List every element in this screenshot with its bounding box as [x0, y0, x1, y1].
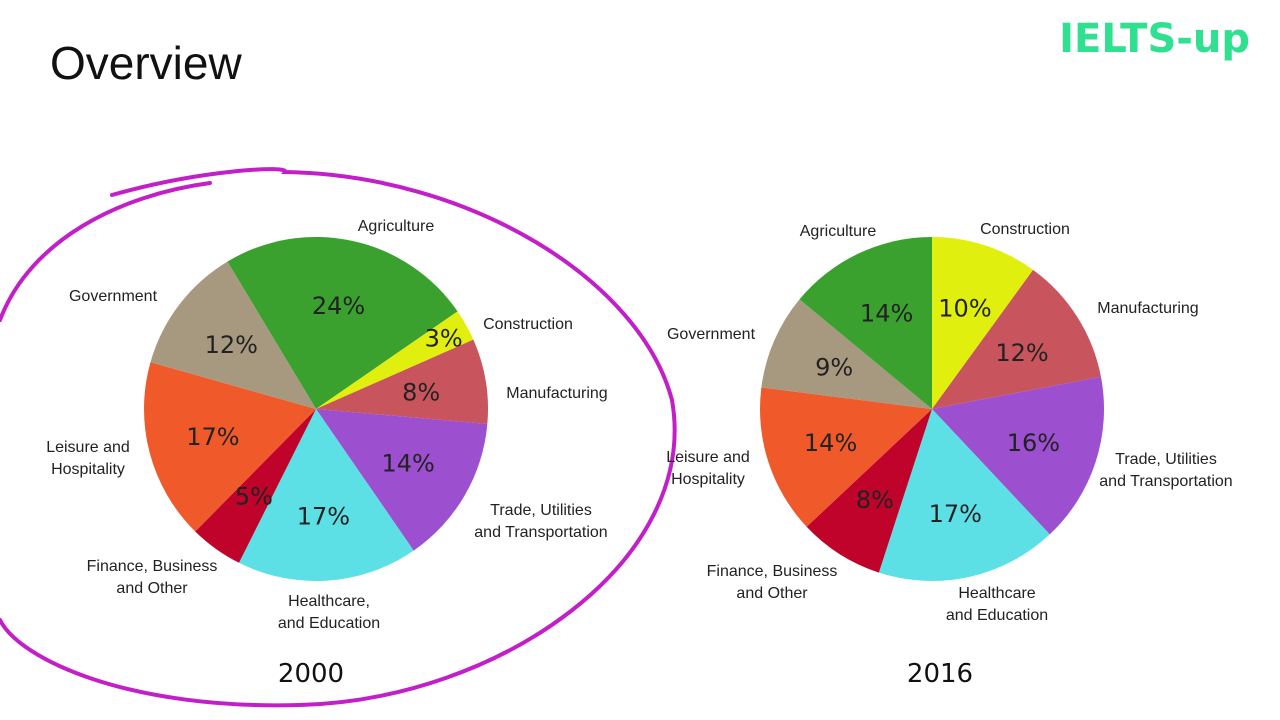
pie-slice-government [150, 261, 316, 409]
slice-value-agriculture: 14% [860, 300, 913, 328]
slice-value-government: 9% [815, 354, 853, 382]
slice-value-government: 12% [205, 331, 258, 359]
slice-label-manufacturing: Manufacturing [1097, 300, 1198, 317]
slice-label-healthcare-and-education: Healthcare, and Education [278, 593, 380, 632]
pie-chart-2000: 24%3%8%14%17%5%17%12%AgricultureConstruc… [46, 218, 608, 689]
slice-label-trade-utilities-and-transportation: Trade, Utilities and Transportation [1099, 451, 1232, 490]
pie-slice-finance-business-and-other [806, 409, 932, 573]
slice-label-healthcare-and-education: Healthcare and Education [946, 585, 1048, 624]
slice-value-agriculture: 24% [312, 292, 365, 320]
page-title: Overview [50, 37, 242, 89]
slice-value-construction: 10% [938, 295, 991, 323]
slice-label-agriculture: Agriculture [800, 223, 877, 240]
annotation-circle [0, 167, 677, 708]
chart-year-label: 2016 [907, 659, 973, 689]
pie-slice-agriculture [799, 237, 932, 409]
slice-label-government: Government [667, 326, 756, 343]
slice-label-agriculture: Agriculture [358, 218, 435, 235]
slice-label-construction: Construction [980, 221, 1070, 238]
pie-slice-healthcare-and-education [878, 409, 1050, 581]
slice-value-leisure-and-hospitality: 17% [186, 423, 239, 451]
pie-slice-leisure-and-hospitality [143, 362, 316, 532]
slice-label-manufacturing: Manufacturing [506, 385, 607, 402]
annotation-layer [0, 167, 677, 708]
slice-value-trade-utilities-and-transportation: 14% [381, 450, 434, 478]
slice-value-manufacturing: 12% [995, 339, 1048, 367]
chart-year-label: 2000 [278, 659, 344, 689]
pie-slice-manufacturing [316, 339, 488, 424]
pie-slice-leisure-and-hospitality [760, 387, 932, 527]
slice-value-trade-utilities-and-transportation: 16% [1007, 429, 1060, 457]
slice-value-manufacturing: 8% [402, 379, 440, 407]
pie-slice-agriculture [227, 236, 458, 409]
pie-slice-finance-business-and-other [195, 409, 316, 563]
slice-value-healthcare-and-education: 17% [929, 500, 982, 528]
slice-value-healthcare-and-education: 17% [297, 502, 350, 530]
pie-slice-trade-utilities-and-transportation [316, 409, 488, 551]
pie-slice-government [761, 299, 932, 409]
slice-label-finance-business-and-other: Finance, Business and Other [707, 563, 838, 602]
slice-value-finance-business-and-other: 8% [856, 486, 894, 514]
pie-slice-trade-utilities-and-transportation [932, 376, 1104, 535]
pie-slice-construction [932, 237, 1034, 409]
pie-slice-construction [316, 311, 474, 409]
slice-label-construction: Construction [483, 316, 573, 333]
brand-logo: IELTS-up [1059, 16, 1250, 62]
slice-label-finance-business-and-other: Finance, Business and Other [87, 558, 218, 597]
slice-label-leisure-and-hospitality: Leisure and Hospitality [666, 449, 750, 488]
slice-value-leisure-and-hospitality: 14% [804, 429, 857, 457]
slice-label-leisure-and-hospitality: Leisure and Hospitality [46, 439, 130, 478]
pie-chart-2016: 10%12%16%17%8%14%9%14%ConstructionManufa… [666, 221, 1233, 689]
slice-value-finance-business-and-other: 5% [235, 483, 273, 511]
slice-label-trade-utilities-and-transportation: Trade, Utilities and Transportation [474, 502, 607, 541]
pie-slice-healthcare-and-education [238, 409, 414, 581]
pie-slice-manufacturing [932, 269, 1101, 409]
slice-label-government: Government [69, 288, 158, 305]
